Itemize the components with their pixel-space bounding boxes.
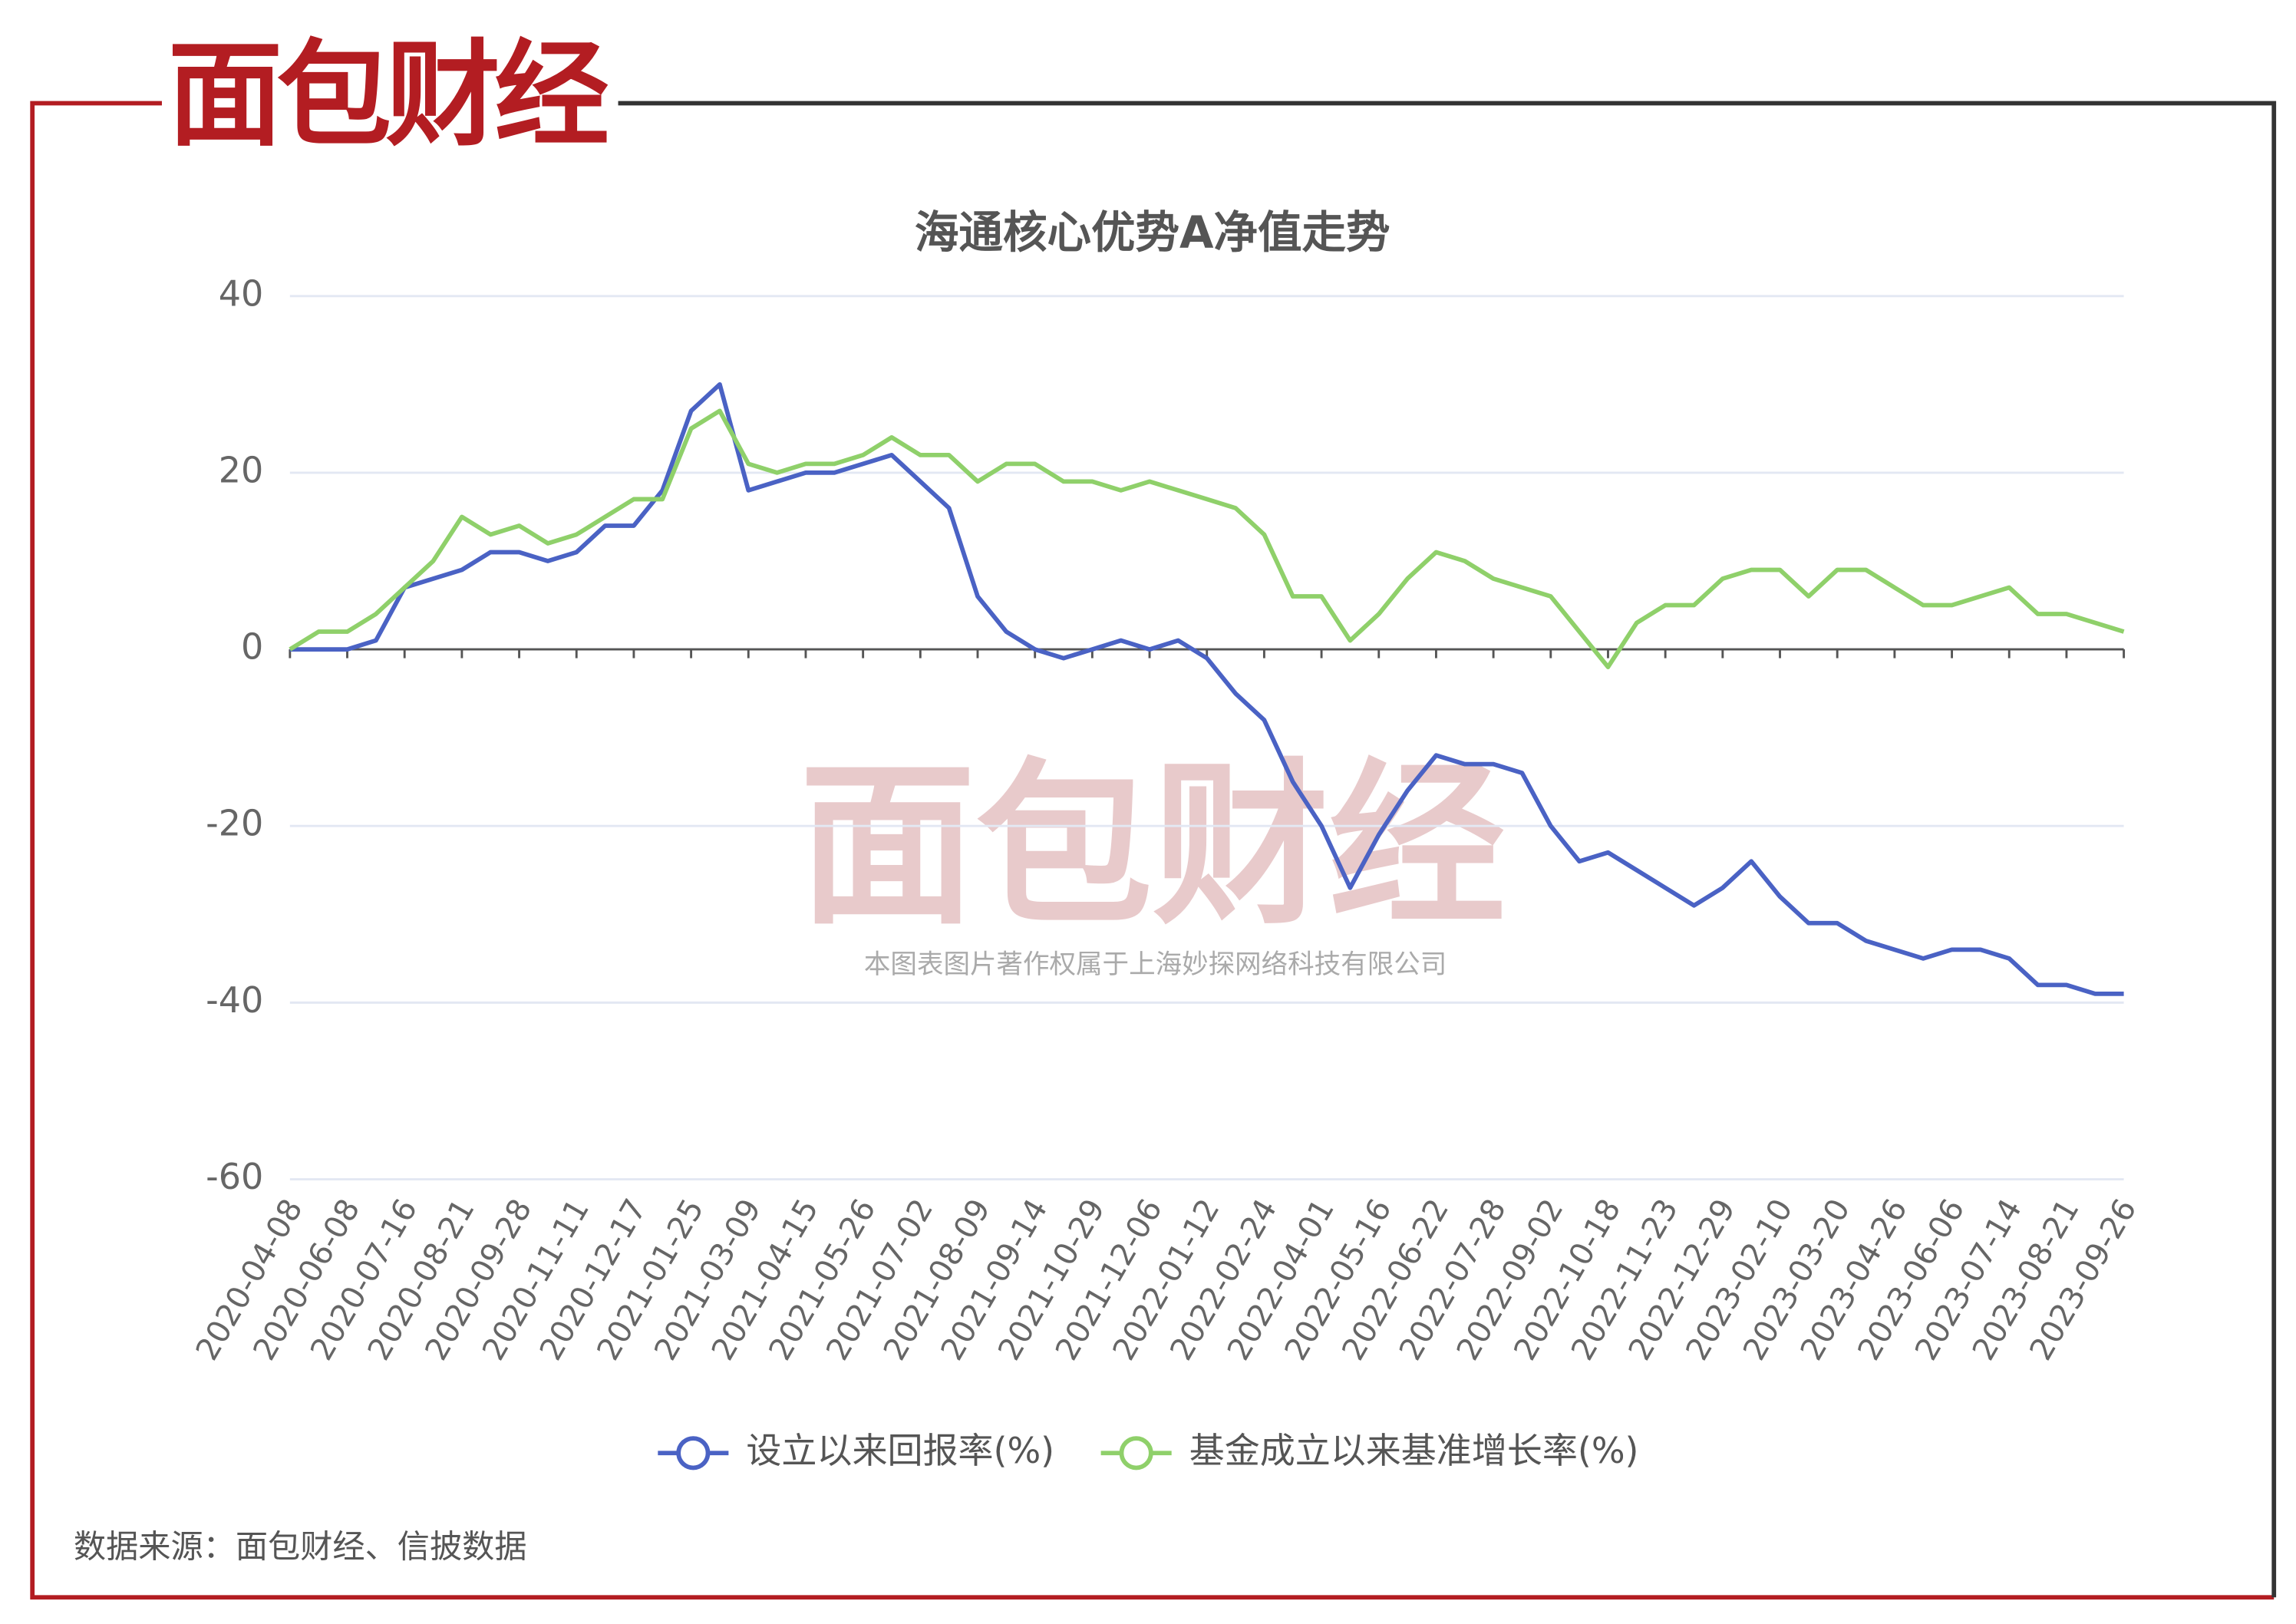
chart-title: 海通核心优势A净值走势 xyxy=(915,207,1390,259)
y-tick-label: -20 xyxy=(206,803,263,844)
series-line xyxy=(289,408,2125,669)
y-tick-label: -60 xyxy=(206,1156,263,1197)
y-tick-label: 40 xyxy=(219,272,264,314)
y-tick-label: -40 xyxy=(206,979,263,1021)
legend-label: 基金成立以来基准增长率(%) xyxy=(1189,1430,1639,1471)
y-tick-label: 0 xyxy=(241,626,263,668)
legend-marker xyxy=(1119,1436,1153,1471)
watermark: 面包财经 xyxy=(799,743,1506,949)
legend-marker xyxy=(676,1436,711,1471)
y-tick-label: 20 xyxy=(219,449,264,490)
series-line xyxy=(289,381,2124,996)
logo: 面包财经 xyxy=(168,29,609,163)
legend-label: 设立以来回报率(%) xyxy=(746,1430,1054,1471)
source: 数据来源：面包财经、信披数据 xyxy=(74,1527,527,1565)
frame-red xyxy=(30,101,2275,1600)
watermark-note: 本图表图片著作权属于上海妙探网络科技有限公司 xyxy=(864,949,1447,980)
frame-dark xyxy=(618,101,2277,1598)
